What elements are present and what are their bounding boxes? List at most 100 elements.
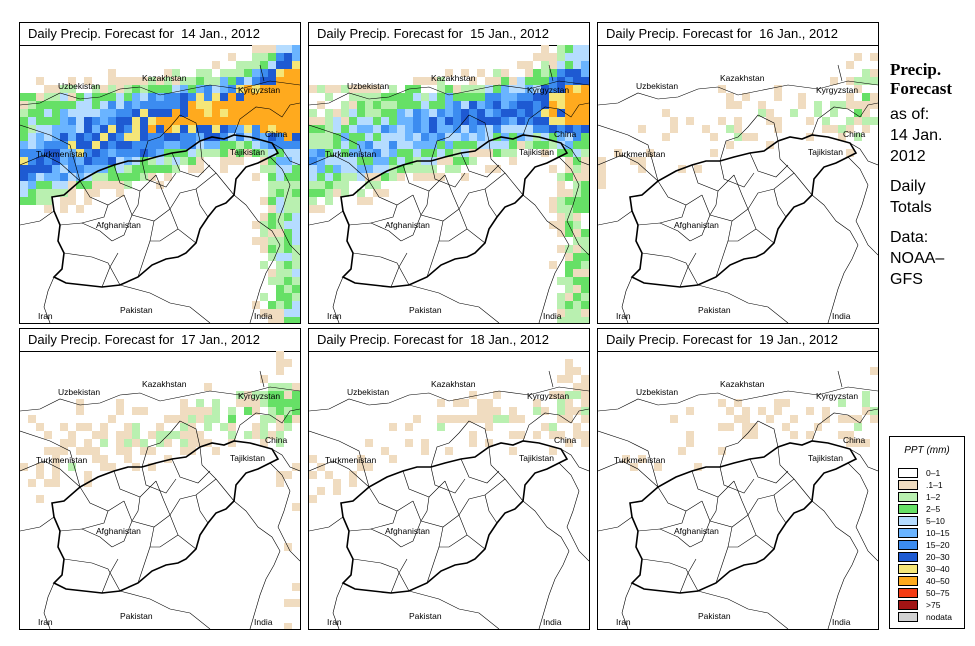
precip-cell [309, 189, 317, 197]
precip-cell [52, 181, 60, 189]
precip-cell [60, 141, 68, 149]
side-info: Precip. Forecast as of: 14 Jan. 2012 Dai… [890, 60, 970, 290]
precip-cell [870, 117, 878, 125]
precip-cell [204, 93, 212, 101]
precip-cell [581, 261, 589, 269]
country-border [309, 80, 589, 106]
precip-cell [742, 415, 750, 423]
precip-cell [806, 117, 814, 125]
precip-cell [445, 165, 453, 173]
precip-cell [180, 157, 188, 165]
precip-cell [244, 69, 252, 77]
country-border [621, 582, 633, 629]
precip-cell [373, 157, 381, 165]
precip-cell [76, 205, 84, 213]
precip-cell [461, 85, 469, 93]
province-border [101, 558, 119, 594]
precip-cell [581, 173, 589, 181]
precip-cell [421, 133, 429, 141]
precip-cell [292, 117, 300, 125]
precip-cell [461, 93, 469, 101]
country-border [598, 210, 633, 226]
precip-cell [509, 407, 517, 415]
precip-cell [686, 117, 694, 125]
precip-cell [52, 173, 60, 181]
precip-cell [276, 61, 284, 69]
precip-cell [292, 61, 300, 69]
precip-cell [276, 439, 284, 447]
precip-cell [742, 93, 750, 101]
precip-cell [100, 101, 108, 109]
precip-cell [862, 117, 870, 125]
precip-cell [389, 85, 397, 93]
precip-cell [581, 285, 589, 293]
precip-cell [108, 173, 116, 181]
legend-item: 15–20 [898, 539, 950, 550]
precip-cell [854, 85, 862, 93]
precip-cell [670, 415, 678, 423]
precip-cell [228, 415, 236, 423]
country-border [697, 284, 789, 323]
precip-cell [493, 77, 501, 85]
precip-cell [172, 109, 180, 117]
precip-cell [573, 431, 581, 439]
country-border [598, 386, 878, 412]
precip-cell [292, 285, 300, 293]
precip-cell [437, 157, 445, 165]
precip-cell [268, 189, 276, 197]
precip-cell [228, 157, 236, 165]
precip-cell [44, 117, 52, 125]
precip-cell [325, 93, 333, 101]
forecast-panel-2: Daily Precip. Forecast for 15 Jan., 2012… [308, 22, 590, 324]
precip-cell [477, 399, 485, 407]
precip-cell [60, 117, 68, 125]
province-border [400, 214, 422, 242]
precip-cell [774, 117, 782, 125]
precip-cell [220, 125, 228, 133]
province-border [444, 480, 460, 516]
precip-cell [76, 117, 84, 125]
precip-cell [276, 317, 284, 323]
precip-cell [284, 173, 292, 181]
precip-cell [309, 197, 317, 205]
precip-cell [84, 149, 92, 157]
precip-cell [581, 309, 589, 317]
precip-cell [325, 85, 333, 93]
precip-cell [116, 149, 124, 157]
map-label-tajikistan: Tajikistan [519, 147, 554, 157]
precip-cell [212, 149, 220, 157]
forecast-panel-3: Daily Precip. Forecast for 16 Jan., 2012… [597, 22, 879, 324]
precip-cell [421, 439, 429, 447]
country-border [141, 114, 201, 162]
precip-cell [581, 415, 589, 423]
precip-cell [381, 93, 389, 101]
precip-cell [862, 391, 870, 399]
map-label-tajikistan: Tajikistan [230, 147, 265, 157]
precip-cell [260, 237, 268, 245]
precip-cell [485, 109, 493, 117]
precip-cell [573, 109, 581, 117]
province-border [420, 190, 430, 216]
precip-cell [846, 101, 854, 109]
province-border [691, 470, 735, 498]
precip-cell [76, 101, 84, 109]
precip-cell [437, 77, 445, 85]
precip-cell [148, 431, 156, 439]
precip-cell [244, 77, 252, 85]
precip-cell [381, 165, 389, 173]
totals-line1: Daily [890, 178, 926, 195]
precip-cell [108, 93, 116, 101]
country-border [430, 420, 490, 468]
precip-cell [132, 439, 140, 447]
precip-cell [284, 399, 292, 407]
precip-cell [421, 149, 429, 157]
precip-cell [284, 301, 292, 309]
province-border [348, 528, 402, 548]
precip-cell [365, 85, 373, 93]
precip-cell [140, 85, 148, 93]
precip-cell [252, 237, 260, 245]
precip-cell [357, 117, 365, 125]
precip-cell [20, 165, 28, 173]
map-label-iran: Iran [327, 311, 342, 321]
precip-cell [541, 69, 549, 77]
